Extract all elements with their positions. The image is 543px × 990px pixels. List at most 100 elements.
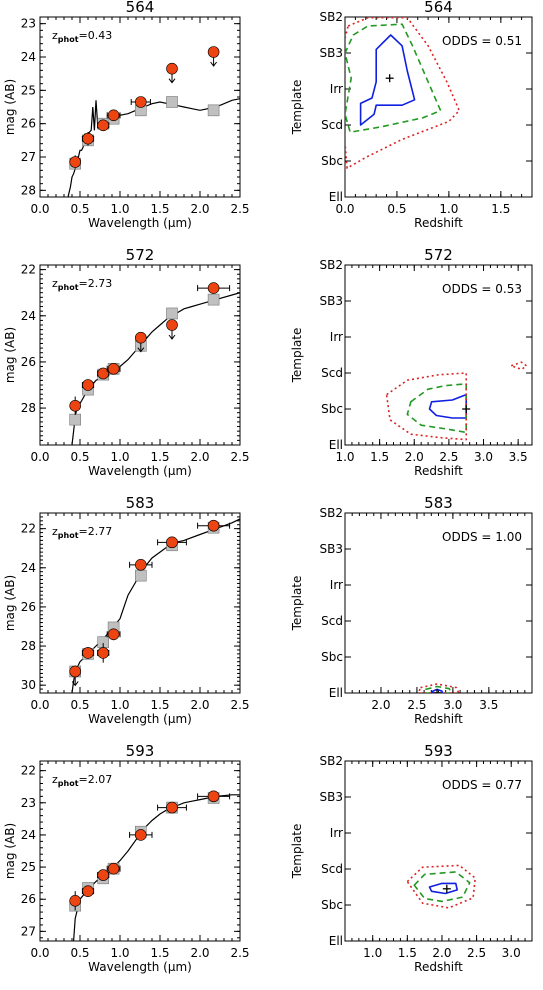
chart-panel-593-sed: 593 0.0 0.5 1.0 1.5 2.0 2.5 Wavelength (μm) 22 23… — [3, 742, 250, 974]
contour-middle — [406, 383, 467, 434]
template-tick-label: SB2 — [320, 506, 343, 520]
chart-panel-583-sed: 583 0.0 0.5 1.0 1.5 2.0 2.5 Wavelength (μm) 22 24… — [3, 494, 250, 726]
x-tick-label: 1.0 — [439, 202, 458, 216]
y-tick-label: 23 — [21, 796, 36, 810]
observed-flux-point — [207, 790, 220, 803]
contour-middle — [413, 871, 471, 903]
template-tick-label: SB2 — [320, 754, 343, 768]
y-tick-label: 25 — [21, 83, 36, 97]
model-flux-square — [166, 96, 178, 108]
x-tick-label: 2.0 — [405, 450, 424, 464]
x-tick-label: 1.0 — [110, 698, 129, 712]
observed-flux-point — [69, 665, 81, 678]
y-tick-label: 26 — [21, 355, 36, 369]
contour-middle — [345, 23, 442, 133]
template-tick-label: Irr — [330, 330, 343, 344]
y-tick-label: 22 — [21, 522, 36, 536]
zphot-annotation: zphot=0.43 — [52, 29, 112, 44]
observed-flux-point — [97, 367, 109, 380]
x-tick-label: 3.0 — [474, 450, 493, 464]
upper-limit-arrowhead — [71, 681, 79, 687]
observed-flux-point — [97, 119, 109, 132]
chart-title: 564 — [126, 0, 155, 16]
observed-flux-point — [69, 156, 81, 168]
y-tick-label: 28 — [21, 401, 36, 415]
upper-limit-arrowhead — [210, 61, 217, 67]
contour-outer — [345, 17, 461, 169]
y-axis-label: Template — [290, 576, 304, 632]
y-tick-label: 22 — [21, 263, 36, 277]
x-tick-label: 0.0 — [30, 946, 49, 960]
x-tick-label: 2.0 — [432, 946, 451, 960]
x-tick-label: 2.0 — [190, 202, 209, 216]
odds-label: ODDS = 0.53 — [442, 282, 522, 296]
x-tick-label: 2.5 — [230, 202, 249, 216]
x-tick-label: 3.0 — [443, 698, 462, 712]
template-tick-label: Scd — [321, 614, 343, 628]
x-tick-label: 3.0 — [502, 946, 521, 960]
chart-title: 583 — [126, 494, 155, 512]
plot-area — [69, 790, 240, 941]
x-tick-label: 1.0 — [110, 450, 129, 464]
template-tick-label: Sbc — [321, 154, 343, 168]
observed-flux-point — [135, 829, 147, 841]
y-tick-label: 30 — [21, 678, 36, 692]
contour-outer — [385, 372, 467, 441]
x-tick-label: 2.0 — [371, 698, 390, 712]
odds-label: ODDS = 0.77 — [442, 778, 522, 792]
x-tick-label: 0.0 — [30, 698, 49, 712]
chart-title: 572 — [424, 246, 453, 264]
observed-flux-point — [82, 379, 94, 391]
x-axis-label: Redshift — [414, 960, 463, 974]
chart-title: 593 — [424, 742, 453, 760]
x-tick-label: 1.0 — [110, 946, 129, 960]
observed-flux-point — [207, 519, 220, 532]
plot-area — [69, 282, 240, 445]
observed-flux-point — [107, 109, 120, 122]
y-tick-label: 28 — [21, 639, 36, 653]
template-tick-label: Sbc — [321, 402, 343, 416]
chart-panel-564-contour: 564 0.0 0.5 1.0 1.5 Redshift Ell Sbc Scd Irr SB3 SB… — [290, 0, 533, 230]
y-axis-label: mag (AB) — [3, 575, 17, 631]
x-tick-label: 0.5 — [387, 202, 406, 216]
model-flux-square — [69, 413, 81, 426]
x-tick-label: 1.5 — [150, 698, 169, 712]
y-tick-label: 23 — [21, 17, 36, 31]
x-tick-label: 0.0 — [30, 202, 49, 216]
y-axis-label: Template — [290, 328, 304, 384]
x-tick-label: 1.0 — [110, 202, 129, 216]
chart-panel-572-sed: 572 0.0 0.5 1.0 1.5 2.0 2.5 Wavelength (μm) 22 24… — [3, 246, 250, 478]
chart-title: 593 — [126, 742, 155, 760]
x-tick-label: 2.0 — [190, 698, 209, 712]
x-tick-label: 2.5 — [230, 450, 249, 464]
x-tick-label: 0.5 — [70, 946, 89, 960]
y-tick-label: 25 — [21, 860, 36, 874]
contour-inner — [431, 688, 443, 693]
observed-flux-point — [107, 363, 120, 375]
y-axis-label: mag (AB) — [3, 823, 17, 879]
x-tick-label: 1.0 — [363, 946, 382, 960]
observed-flux-point — [69, 895, 81, 907]
plot-frame — [344, 264, 533, 446]
y-tick-label: 24 — [21, 828, 36, 842]
observed-flux-point — [107, 628, 120, 641]
x-tick-label: 2.0 — [190, 946, 209, 960]
y-tick-label: 26 — [21, 117, 36, 131]
template-tick-label: SB2 — [320, 10, 343, 24]
observed-flux-point — [97, 869, 109, 881]
template-tick-label: Scd — [321, 366, 343, 380]
observed-flux-point — [166, 62, 178, 75]
zphot-annotation: zphot=2.73 — [52, 277, 112, 292]
x-tick-label: 2.5 — [439, 450, 458, 464]
x-axis-label: Wavelength (μm) — [88, 960, 192, 974]
model-flux-square — [166, 307, 178, 320]
template-tick-label: Ell — [329, 686, 343, 700]
template-tick-label: SB3 — [320, 542, 343, 556]
observed-flux-point — [69, 399, 81, 412]
chart-panel-593-contour: 593 1.0 1.5 2.0 2.5 3.0 Redshift Ell Sbc Scd Irr SB… — [290, 742, 533, 974]
plot-area — [385, 361, 528, 441]
x-tick-label: 3.5 — [509, 450, 528, 464]
observed-flux-point — [82, 647, 94, 659]
y-tick-label: 22 — [21, 764, 36, 778]
